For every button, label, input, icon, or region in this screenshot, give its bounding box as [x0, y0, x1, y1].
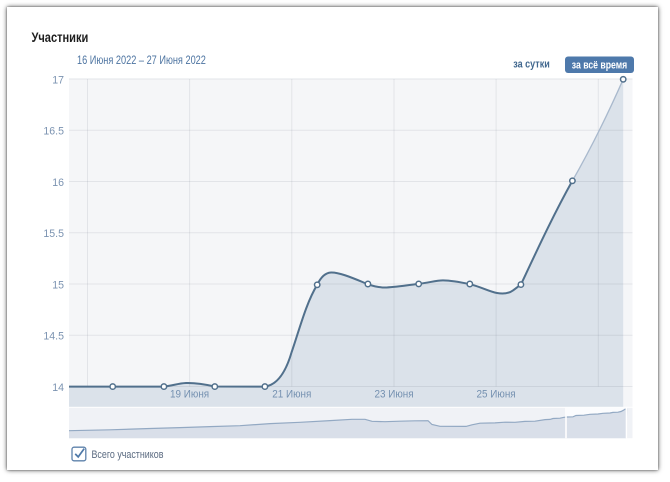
- svg-text:23 Июня: 23 Июня: [374, 389, 413, 401]
- svg-text:19 Июня: 19 Июня: [170, 389, 209, 401]
- svg-text:25 Июня: 25 Июня: [477, 389, 516, 401]
- svg-text:14: 14: [52, 381, 64, 393]
- svg-text:16: 16: [52, 176, 64, 188]
- svg-text:15: 15: [52, 279, 64, 291]
- svg-text:Участники: Участники: [32, 30, 89, 45]
- svg-text:16 Июня 2022 – 27 Июня 2022: 16 Июня 2022 – 27 Июня 2022: [77, 55, 206, 67]
- svg-text:15.5: 15.5: [43, 228, 64, 240]
- svg-text:17: 17: [52, 74, 64, 86]
- svg-text:Всего участников: Всего участников: [92, 449, 164, 461]
- svg-text:за сутки: за сутки: [513, 59, 549, 71]
- svg-text:за всё время: за всё время: [572, 60, 628, 72]
- svg-text:14.5: 14.5: [43, 330, 64, 342]
- svg-text:16.5: 16.5: [43, 125, 64, 137]
- svg-text:21 Июня: 21 Июня: [272, 389, 311, 401]
